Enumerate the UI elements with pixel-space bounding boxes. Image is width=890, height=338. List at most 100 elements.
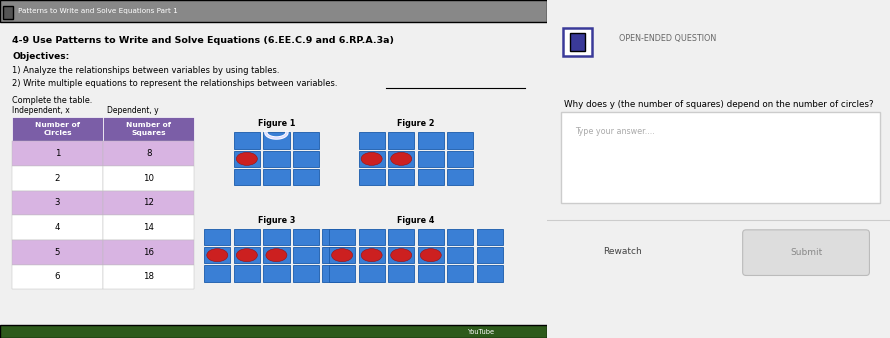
Text: 6: 6	[55, 272, 61, 282]
FancyBboxPatch shape	[322, 247, 349, 263]
FancyBboxPatch shape	[477, 229, 503, 245]
FancyBboxPatch shape	[417, 151, 444, 167]
Circle shape	[420, 249, 441, 262]
FancyBboxPatch shape	[0, 325, 547, 338]
Text: 1) Analyze the relationships between variables by using tables.: 1) Analyze the relationships between var…	[12, 67, 279, 75]
FancyBboxPatch shape	[293, 265, 320, 282]
Text: 4-9 Use Patterns to Write and Solve Equations (6.EE.C.9 and 6.RP.A.3a): 4-9 Use Patterns to Write and Solve Equa…	[12, 36, 394, 45]
Text: YouTube: YouTube	[468, 329, 495, 335]
FancyBboxPatch shape	[359, 229, 384, 245]
Text: 8: 8	[146, 149, 151, 158]
FancyBboxPatch shape	[388, 247, 415, 263]
Text: 16: 16	[143, 248, 154, 257]
FancyBboxPatch shape	[570, 33, 585, 51]
FancyBboxPatch shape	[388, 265, 415, 282]
FancyBboxPatch shape	[12, 215, 103, 240]
Text: Patterns to Write and Solve Equations Part 1: Patterns to Write and Solve Equations Pa…	[18, 8, 177, 14]
Text: Objectives:: Objectives:	[12, 52, 69, 61]
FancyBboxPatch shape	[12, 141, 103, 166]
Text: 14: 14	[143, 223, 154, 232]
FancyBboxPatch shape	[417, 265, 444, 282]
FancyBboxPatch shape	[0, 0, 547, 22]
FancyBboxPatch shape	[447, 265, 473, 282]
FancyBboxPatch shape	[329, 265, 355, 282]
FancyBboxPatch shape	[103, 166, 194, 191]
FancyBboxPatch shape	[12, 240, 103, 265]
FancyBboxPatch shape	[234, 169, 260, 185]
FancyBboxPatch shape	[263, 132, 289, 149]
Text: 2: 2	[55, 174, 61, 183]
FancyBboxPatch shape	[263, 229, 289, 245]
Circle shape	[391, 152, 412, 165]
FancyBboxPatch shape	[263, 247, 289, 263]
Circle shape	[237, 152, 257, 165]
FancyBboxPatch shape	[417, 247, 444, 263]
FancyBboxPatch shape	[263, 169, 289, 185]
FancyBboxPatch shape	[103, 117, 194, 141]
FancyBboxPatch shape	[3, 6, 12, 19]
FancyBboxPatch shape	[103, 191, 194, 215]
FancyBboxPatch shape	[477, 265, 503, 282]
FancyBboxPatch shape	[204, 265, 231, 282]
FancyBboxPatch shape	[103, 240, 194, 265]
Text: Submit: Submit	[790, 248, 822, 257]
FancyBboxPatch shape	[322, 229, 349, 245]
FancyBboxPatch shape	[234, 265, 260, 282]
Text: 2) Write multiple equations to represent the relationships between variables.: 2) Write multiple equations to represent…	[12, 79, 337, 88]
FancyBboxPatch shape	[204, 247, 231, 263]
Circle shape	[266, 249, 287, 262]
FancyBboxPatch shape	[562, 28, 592, 56]
Text: 3: 3	[55, 198, 61, 208]
FancyBboxPatch shape	[447, 229, 473, 245]
FancyBboxPatch shape	[293, 169, 320, 185]
FancyBboxPatch shape	[12, 265, 103, 289]
FancyBboxPatch shape	[359, 247, 384, 263]
FancyBboxPatch shape	[329, 247, 355, 263]
FancyBboxPatch shape	[388, 151, 415, 167]
FancyBboxPatch shape	[204, 229, 231, 245]
Text: 5: 5	[55, 248, 61, 257]
FancyBboxPatch shape	[388, 169, 415, 185]
Text: Type your answer....: Type your answer....	[575, 127, 654, 136]
Text: Dependent, y: Dependent, y	[107, 106, 158, 115]
FancyBboxPatch shape	[359, 151, 384, 167]
Text: Figure 2: Figure 2	[397, 119, 434, 128]
Circle shape	[206, 249, 228, 262]
FancyBboxPatch shape	[447, 151, 473, 167]
FancyBboxPatch shape	[234, 229, 260, 245]
Text: Complete the table.: Complete the table.	[12, 96, 93, 104]
Text: 4: 4	[55, 223, 61, 232]
FancyBboxPatch shape	[12, 191, 103, 215]
Text: Figure 3: Figure 3	[258, 216, 295, 225]
FancyBboxPatch shape	[103, 265, 194, 289]
FancyBboxPatch shape	[12, 117, 103, 141]
FancyBboxPatch shape	[359, 265, 384, 282]
FancyBboxPatch shape	[263, 265, 289, 282]
FancyBboxPatch shape	[447, 169, 473, 185]
Text: OPEN-ENDED QUESTION: OPEN-ENDED QUESTION	[619, 34, 716, 43]
FancyBboxPatch shape	[234, 132, 260, 149]
Text: Number of
Circles: Number of Circles	[35, 122, 80, 136]
FancyBboxPatch shape	[447, 247, 473, 263]
Text: Why does y (the number of squares) depend on the number of circles?: Why does y (the number of squares) depen…	[564, 100, 874, 109]
Text: 10: 10	[143, 174, 154, 183]
Circle shape	[332, 249, 352, 262]
FancyBboxPatch shape	[293, 247, 320, 263]
FancyBboxPatch shape	[329, 229, 355, 245]
Circle shape	[361, 249, 382, 262]
FancyBboxPatch shape	[293, 229, 320, 245]
FancyBboxPatch shape	[12, 166, 103, 191]
FancyBboxPatch shape	[477, 247, 503, 263]
Text: Rewatch: Rewatch	[603, 247, 642, 256]
Circle shape	[361, 152, 382, 165]
FancyBboxPatch shape	[293, 151, 320, 167]
FancyBboxPatch shape	[561, 112, 879, 203]
FancyBboxPatch shape	[417, 132, 444, 149]
FancyBboxPatch shape	[417, 229, 444, 245]
FancyBboxPatch shape	[103, 141, 194, 166]
Text: 18: 18	[143, 272, 154, 282]
FancyBboxPatch shape	[417, 169, 444, 185]
FancyBboxPatch shape	[322, 265, 349, 282]
FancyBboxPatch shape	[388, 132, 415, 149]
FancyBboxPatch shape	[742, 230, 870, 275]
